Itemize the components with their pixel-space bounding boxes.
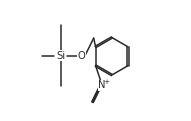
Text: O: O xyxy=(78,51,85,61)
Text: +: + xyxy=(103,79,109,85)
Text: Si: Si xyxy=(57,51,66,61)
Text: N: N xyxy=(98,80,106,90)
